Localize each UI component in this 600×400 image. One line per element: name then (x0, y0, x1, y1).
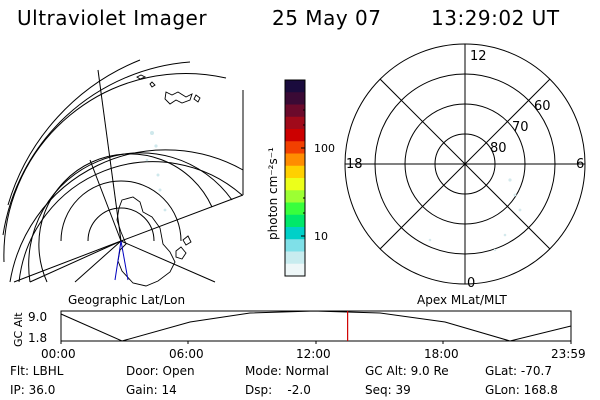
colorbar: 100 10 photon cm⁻²s⁻¹ (266, 79, 335, 277)
colorbar-cell (285, 190, 305, 203)
meridian-highlight-2 (114, 240, 122, 281)
timeline-tick-1200: 12:00 (296, 347, 331, 361)
colorbar-cell (285, 202, 305, 216)
colorbar-cell (285, 116, 305, 130)
time-label: 13:29:02 UT (431, 6, 560, 30)
ip-label: IP: 36.0 (10, 383, 56, 397)
timeline-tick-0000: 00:00 (41, 347, 76, 361)
timeline-ticks (60, 341, 572, 344)
colorbar-cell (285, 92, 305, 105)
timeline-tick-2359: 23:59 (551, 347, 586, 361)
mlat-label-60: 60 (534, 99, 551, 114)
sequence-label: Seq: 39 (365, 383, 411, 397)
colorbar-cell (285, 104, 305, 118)
filter-label: Flt: LBHL (10, 364, 64, 378)
geo-latitude-circles (2, 59, 244, 283)
colorbar-label-10: 10 (314, 230, 328, 243)
meridian-highlight (120, 240, 129, 281)
colorbar-cell (285, 153, 305, 167)
gc-alt-label: GC Alt: 9.0 Re (365, 364, 449, 378)
colorbar-frame (284, 79, 306, 277)
timeline-y-bottom: 1.8 (28, 331, 47, 345)
date-label: 25 May 07 (272, 6, 382, 30)
colorbar-label-100: 100 (314, 142, 335, 155)
timeline-tick-0600: 06:00 (169, 347, 204, 361)
colorbar-cell (285, 227, 305, 240)
mlt-label-6: 6 (576, 157, 584, 172)
colorbar-cell (285, 129, 305, 142)
timeline-tick-1800: 18:00 (424, 347, 459, 361)
colorbar-gradient (285, 80, 305, 277)
colorbar-cell (285, 263, 305, 277)
mode-label: Mode: Normal (245, 364, 329, 378)
faint-aurora-dots (145, 131, 167, 212)
colorbar-cell (285, 141, 305, 154)
door-label: Door: Open (126, 364, 195, 378)
glon-label: GLon: 168.8 (485, 383, 558, 397)
colorbar-cell (285, 80, 305, 93)
geo-longitude-lines (13, 69, 244, 283)
colorbar-unit-label: photon cm⁻²s⁻¹ (266, 147, 280, 240)
coastlines (116, 74, 201, 287)
glat-label: GLat: -70.7 (485, 364, 552, 378)
colorbar-cell (285, 239, 305, 252)
mlt-label-0: 0 (467, 276, 475, 291)
instrument-title: Ultraviolet Imager (17, 6, 208, 30)
colorbar-cell (285, 178, 305, 191)
colorbar-cell (285, 165, 305, 179)
timeline-ylabel: GC Alt (12, 312, 25, 347)
mlat-label-70: 70 (512, 120, 529, 135)
map-edge-lines (242, 90, 244, 195)
altitude-curve (60, 310, 572, 342)
mlt-label-18: 18 (346, 157, 363, 172)
apex-polar-plot (344, 43, 586, 285)
apex-caption: Apex MLat/MLT (417, 293, 507, 307)
gain-label: Gain: 14 (126, 383, 177, 397)
polar-diagonal-2 (379, 78, 551, 250)
colorbar-cell (285, 251, 305, 265)
geographic-map (2, 59, 244, 287)
colorbar-cell (285, 214, 305, 228)
timeline-y-top: 9.0 (28, 310, 47, 324)
dsp-label: Dsp: -2.0 (245, 383, 311, 397)
geographic-caption: Geographic Lat/Lon (68, 293, 186, 307)
mlat-label-80: 80 (490, 141, 507, 156)
mlt-label-12: 12 (470, 49, 487, 64)
polar-faint-dots (428, 178, 522, 252)
altitude-timeline: GC Alt 9.0 1.8 00:00 06:00 12:00 18:00 2… (12, 310, 586, 361)
polar-labels: 12 18 6 0 60 70 80 (346, 49, 584, 291)
